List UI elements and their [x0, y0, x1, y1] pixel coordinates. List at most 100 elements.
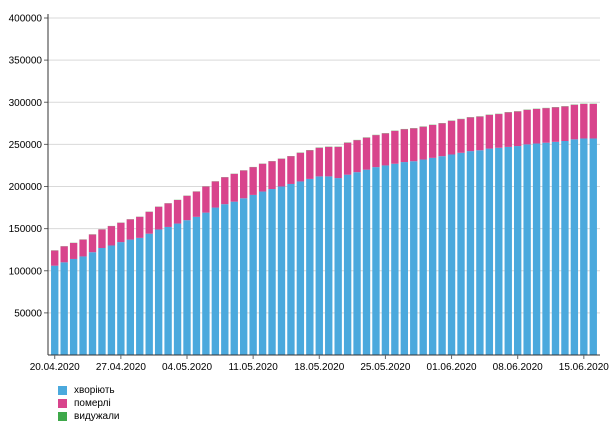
bar-segment-1[interactable] [514, 111, 522, 147]
bar-segment-1[interactable] [258, 163, 267, 192]
bar-segment-0[interactable] [315, 176, 323, 355]
bar-segment-0[interactable] [136, 237, 144, 355]
bar-segment-0[interactable] [381, 165, 390, 355]
bar-segment-0[interactable] [258, 191, 267, 355]
bar-segment-1[interactable] [192, 191, 201, 217]
bar-segment-0[interactable] [192, 216, 201, 355]
bar-segment-0[interactable] [580, 138, 588, 355]
bar-segment-0[interactable] [51, 265, 59, 355]
bar-segment-0[interactable] [117, 242, 125, 355]
bar-segment-0[interactable] [287, 183, 295, 355]
bar-segment-0[interactable] [400, 162, 408, 355]
bar-segment-1[interactable] [542, 108, 550, 143]
bar-segment-1[interactable] [410, 128, 418, 162]
bar-segment-0[interactable] [164, 226, 172, 355]
bar-segment-0[interactable] [88, 252, 97, 355]
bar-segment-0[interactable] [532, 143, 541, 355]
bar-segment-1[interactable] [391, 130, 399, 164]
bar-segment-0[interactable] [362, 169, 371, 355]
bar-segment-1[interactable] [249, 167, 257, 195]
bar-segment-0[interactable] [372, 167, 380, 355]
bar-segment-1[interactable] [202, 186, 210, 213]
bar-segment-0[interactable] [353, 172, 361, 355]
bar-segment-1[interactable] [334, 146, 342, 179]
bar-segment-1[interactable] [145, 211, 153, 234]
bar-segment-1[interactable] [154, 206, 163, 230]
bar-segment-0[interactable] [410, 161, 418, 355]
bar-segment-0[interactable] [466, 151, 475, 355]
bar-segment-0[interactable] [98, 248, 106, 355]
bar-segment-0[interactable] [589, 138, 597, 355]
bar-segment-1[interactable] [60, 246, 68, 263]
bar-segment-1[interactable] [353, 140, 361, 173]
bar-segment-1[interactable] [325, 146, 333, 177]
bar-segment-1[interactable] [476, 116, 484, 151]
bar-segment-0[interactable] [277, 186, 286, 356]
bar-segment-0[interactable] [240, 198, 248, 355]
bar-segment-0[interactable] [523, 144, 531, 356]
bar-segment-1[interactable] [523, 109, 531, 145]
bar-segment-1[interactable] [570, 104, 579, 140]
bar-segment-1[interactable] [343, 142, 352, 175]
bar-segment-1[interactable] [98, 229, 106, 248]
bar-segment-0[interactable] [221, 204, 229, 355]
bar-segment-0[interactable] [173, 223, 182, 355]
bar-segment-0[interactable] [495, 147, 503, 355]
bar-segment-1[interactable] [126, 219, 134, 240]
bar-segment-1[interactable] [447, 120, 456, 155]
legend-item-deaths[interactable]: померлі [58, 397, 120, 410]
bar-segment-1[interactable] [306, 150, 314, 179]
bar-segment-0[interactable] [126, 239, 134, 355]
bar-segment-0[interactable] [514, 146, 522, 355]
bar-segment-0[interactable] [154, 229, 163, 355]
bar-segment-0[interactable] [183, 220, 191, 355]
bar-segment-0[interactable] [438, 156, 446, 355]
bar-segment-1[interactable] [277, 158, 286, 187]
bar-segment-0[interactable] [391, 163, 399, 355]
bar-segment-0[interactable] [334, 178, 342, 355]
bar-segment-1[interactable] [381, 133, 390, 166]
bar-segment-1[interactable] [183, 195, 191, 221]
legend-item-recovered[interactable]: видужали [58, 410, 120, 423]
bar-segment-0[interactable] [268, 189, 276, 355]
bar-segment-0[interactable] [145, 233, 153, 355]
bar-segment-1[interactable] [580, 103, 588, 139]
bar-segment-1[interactable] [532, 108, 541, 144]
bar-segment-1[interactable] [268, 161, 276, 190]
bar-segment-1[interactable] [551, 107, 560, 142]
bar-segment-0[interactable] [249, 194, 257, 355]
bar-segment-0[interactable] [457, 152, 465, 355]
bar-segment-0[interactable] [561, 141, 569, 355]
bar-segment-1[interactable] [372, 135, 380, 168]
bar-segment-0[interactable] [306, 178, 314, 355]
bar-segment-0[interactable] [504, 146, 512, 355]
bar-segment-1[interactable] [315, 147, 323, 177]
bar-segment-0[interactable] [79, 256, 87, 355]
bar-segment-1[interactable] [107, 226, 116, 246]
bar-segment-1[interactable] [221, 177, 229, 205]
bar-segment-1[interactable] [164, 203, 172, 227]
bar-segment-0[interactable] [296, 181, 305, 355]
bar-segment-1[interactable] [457, 119, 465, 153]
bar-segment-0[interactable] [542, 142, 550, 355]
bar-segment-1[interactable] [211, 181, 220, 208]
bar-segment-0[interactable] [211, 207, 220, 355]
bar-segment-1[interactable] [561, 106, 569, 141]
bar-segment-0[interactable] [428, 157, 437, 355]
bar-segment-0[interactable] [570, 139, 579, 355]
bar-segment-0[interactable] [551, 141, 560, 355]
bar-segment-0[interactable] [476, 150, 484, 355]
bar-segment-1[interactable] [51, 250, 59, 266]
bar-segment-1[interactable] [400, 129, 408, 163]
bar-segment-1[interactable] [296, 152, 305, 182]
bar-segment-0[interactable] [60, 262, 68, 355]
bar-segment-1[interactable] [69, 242, 78, 259]
legend-item-active[interactable]: хворіють [58, 384, 120, 397]
bar-segment-0[interactable] [325, 176, 333, 355]
bar-segment-1[interactable] [495, 114, 503, 148]
bar-segment-0[interactable] [230, 201, 238, 355]
bar-segment-0[interactable] [69, 258, 78, 355]
bar-segment-0[interactable] [485, 148, 494, 355]
bar-segment-0[interactable] [107, 245, 116, 355]
bar-segment-1[interactable] [136, 216, 144, 238]
